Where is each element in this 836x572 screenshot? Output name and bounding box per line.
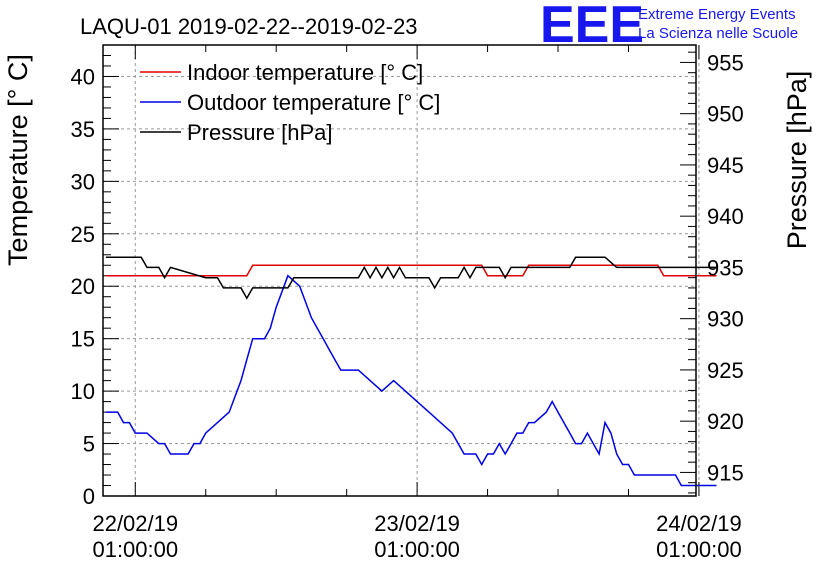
- y-right-tick-label: 945: [707, 153, 744, 178]
- y-right-tick-label: 940: [707, 204, 744, 229]
- logo-line2: La Scienza nelle Scuole: [638, 25, 798, 42]
- y-left-tick-label: 30: [71, 169, 95, 194]
- y-right-tick-label: 935: [707, 255, 744, 280]
- grid-lines: [103, 45, 700, 496]
- y-right-tick-label: 950: [707, 102, 744, 127]
- series-line-outdoor: [105, 274, 717, 487]
- y-left-tick-label: 35: [71, 117, 95, 142]
- y-left-tick-label: 5: [83, 432, 95, 457]
- y-left-tick-label: 20: [71, 274, 95, 299]
- x-tick-label-time: 01:00:00: [656, 537, 742, 562]
- y-right-axis-title: Pressure [hPa]: [782, 71, 812, 250]
- legend-label-outdoor: Outdoor temperature [° C]: [187, 90, 440, 115]
- legend-label-indoor: Indoor temperature [° C]: [187, 60, 423, 85]
- series-lines: [105, 256, 717, 487]
- x-tick-label-date: 24/02/19: [656, 511, 742, 536]
- x-tick-label-date: 22/02/19: [92, 511, 178, 536]
- y-left-tick-label: 25: [71, 222, 95, 247]
- x-tick-label-date: 23/02/19: [374, 511, 460, 536]
- tick-labels: 22/02/1901:00:0023/02/1901:00:0024/02/19…: [71, 50, 744, 562]
- y-left-axis-title: Temperature [° C]: [3, 54, 33, 266]
- y-right-tick-label: 955: [707, 50, 744, 75]
- y-left-tick-label: 40: [71, 64, 95, 89]
- plot-frame: [102, 44, 697, 497]
- y-right-tick-label: 915: [707, 460, 744, 485]
- y-right-tick-label: 920: [707, 409, 744, 434]
- legend-label-pressure: Pressure [hPa]: [187, 120, 333, 145]
- logo-mark: EEE: [540, 0, 644, 54]
- y-left-tick-label: 0: [83, 484, 95, 509]
- series-line-indoor: [105, 264, 717, 277]
- logo-line1: Extreme Energy Events: [638, 6, 796, 23]
- y-right-tick-label: 925: [707, 358, 744, 383]
- y-left-tick-label: 10: [71, 379, 95, 404]
- eee-logo: EEE Extreme Energy Events La Scienza nel…: [540, 0, 798, 54]
- y-left-tick-label: 15: [71, 327, 95, 352]
- y-right-tick-label: 930: [707, 307, 744, 332]
- legend: Indoor temperature [° C] Outdoor tempera…: [140, 60, 440, 145]
- x-tick-label-time: 01:00:00: [374, 537, 460, 562]
- chart-title: LAQU-01 2019-02-22--2019-02-23: [80, 14, 418, 39]
- series-line-pressure: [105, 256, 717, 300]
- x-tick-label-time: 01:00:00: [92, 537, 178, 562]
